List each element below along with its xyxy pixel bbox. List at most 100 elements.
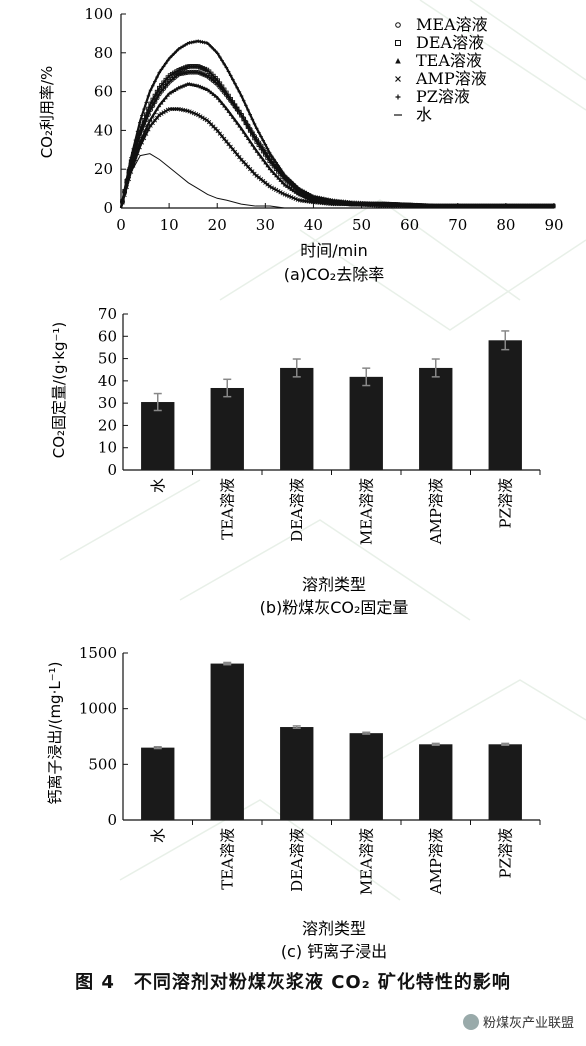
- chart-c-category-label: TEA溶液: [218, 828, 236, 890]
- chart-a-point: [297, 192, 302, 197]
- chart-a-point: [287, 194, 292, 199]
- chart-a-point: [196, 112, 201, 118]
- chart-a-point: [289, 187, 294, 191]
- chart-a-point: [551, 204, 556, 208]
- chart-a-point: [161, 98, 166, 102]
- chart-a-point: [276, 175, 281, 180]
- legend-entry: AMP溶液: [415, 69, 487, 88]
- chart-a-x-tick-label: 90: [544, 216, 563, 234]
- chart-a-point: [265, 146, 270, 151]
- chart-a-point: [284, 184, 289, 188]
- chart-a-point: [231, 77, 235, 82]
- chart-a-point: [198, 114, 203, 119]
- chart-c-category-label: AMP溶液: [427, 828, 445, 895]
- chart-a-point: [235, 120, 240, 125]
- chart-c-category-label: MEA溶液: [357, 828, 375, 895]
- chart-a-point: [241, 129, 246, 134]
- chart-a-series-line: [120, 153, 554, 209]
- chart-a-x-tick-label: 80: [496, 216, 515, 234]
- chart-b-category-label: 水: [149, 478, 167, 493]
- chart-a-series-line: [119, 65, 554, 209]
- chart-a-series-line: [119, 71, 554, 209]
- chart-a-point: [148, 117, 153, 122]
- chart-a-point: [278, 178, 283, 182]
- chart-a-point: [298, 187, 302, 191]
- chart-a-point: [302, 189, 307, 194]
- chart-a-point: [293, 189, 298, 194]
- chart-a-point: [224, 65, 229, 70]
- chart-a-series-5: [120, 153, 554, 209]
- legend-marker-circle: [395, 22, 401, 28]
- chart-a-point: [189, 110, 194, 115]
- chart-a-point: [152, 110, 157, 115]
- chart-a-series-3: [119, 106, 556, 209]
- chart-a-point: [200, 85, 205, 90]
- chart-a-point: [131, 147, 136, 151]
- chart-a-point: [139, 123, 145, 129]
- chart-a-point: [161, 110, 166, 115]
- chart-a-y-tick-label: 0: [103, 199, 113, 217]
- chart-a-point: [202, 116, 207, 122]
- chart-a-point: [289, 179, 294, 184]
- chart-a-point: [135, 151, 140, 156]
- chart-a-point: [293, 183, 298, 188]
- chart-a-point: [163, 61, 168, 66]
- chart-a-point: [226, 109, 231, 113]
- legend-marker-plus: [395, 94, 401, 100]
- chart-a-point: [239, 126, 244, 131]
- chart-a-point: [280, 191, 285, 196]
- chart-a-point: [174, 86, 179, 91]
- chart-a-x-tick-label: 20: [208, 216, 227, 234]
- chart-a-point: [133, 157, 138, 162]
- chart-a-point: [217, 98, 222, 103]
- chart-a-point: [159, 100, 164, 105]
- chart-a-point: [193, 69, 199, 75]
- chart-a-y-tick-label: 40: [94, 121, 113, 139]
- chart-b-y-tick-label: 0: [107, 461, 117, 479]
- chart-a-point: [146, 94, 151, 98]
- chart-b-bar: [419, 367, 453, 470]
- chart-a-point: [222, 103, 227, 108]
- chart-b-bar: [141, 402, 175, 470]
- chart-a-point: [142, 107, 146, 111]
- chart-a-co2-removal: 0 20 40 60 80 100 0 10 20 30 40 50 60 70 80 90 MEA溶液DEA…: [38, 5, 564, 284]
- chart-c-y-tick-label: 0: [107, 811, 117, 829]
- chart-b-category-label: PZ溶液: [496, 478, 514, 529]
- chart-b-y-tick-label: 50: [98, 350, 117, 368]
- chart-b-y-tick-label: 20: [98, 416, 117, 434]
- chart-a-point: [207, 42, 211, 47]
- chart-a-point: [241, 98, 246, 103]
- chart-a-point: [244, 103, 248, 108]
- chart-b-y-axis-label: CO₂固定量/(g·kg⁻¹): [50, 322, 68, 458]
- chart-c-calcium-leaching: 0 500 1000 1500 水 TEA溶液 DEA溶液 MEA溶液 AMP溶液 PZ溶液 溶…: [46, 644, 541, 961]
- chart-a-y-tick-label: 80: [94, 44, 113, 62]
- chart-a-point: [280, 180, 285, 185]
- chart-a-point: [150, 113, 155, 118]
- chart-a-point: [269, 185, 274, 190]
- chart-a-y-axis-label: CO₂利用率/%: [38, 66, 56, 159]
- watermark: 粉煤灰产业联盟: [462, 1012, 574, 1031]
- chart-a-point: [269, 168, 274, 173]
- chart-b-bar: [280, 367, 314, 470]
- chart-a-subtitle: (a)CO₂去除率: [284, 265, 384, 284]
- chart-a-point: [124, 177, 129, 181]
- chart-a-point: [163, 95, 168, 100]
- chart-a-point: [291, 188, 296, 193]
- chart-a-point: [179, 45, 183, 50]
- chart-a-point: [304, 195, 309, 200]
- chart-a-point: [237, 90, 242, 94]
- chart-a-point: [291, 195, 296, 201]
- chart-b-bar: [210, 387, 244, 470]
- chart-b-y-tick-label: 30: [98, 394, 117, 412]
- chart-a-point: [259, 134, 263, 139]
- chart-a-point: [140, 113, 144, 118]
- chart-a-y-tick-label: 100: [84, 5, 113, 23]
- chart-a-point: [276, 163, 281, 168]
- chart-c-y-tick-label: 1000: [79, 700, 117, 718]
- chart-a-y-tick-label: 60: [94, 83, 113, 101]
- chart-b-category-label: TEA溶液: [218, 478, 236, 540]
- chart-a-point: [168, 55, 172, 60]
- chart-a-point: [220, 101, 225, 105]
- chart-a-point: [213, 93, 218, 98]
